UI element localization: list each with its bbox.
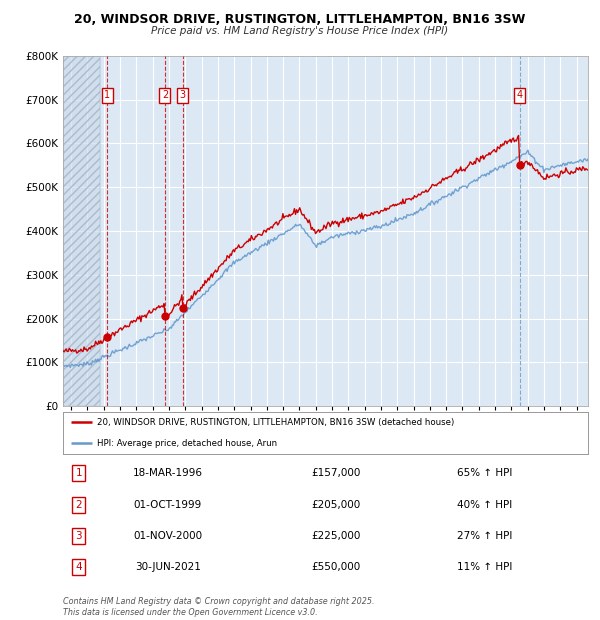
Text: £550,000: £550,000 xyxy=(311,562,361,572)
Text: HPI: Average price, detached house, Arun: HPI: Average price, detached house, Arun xyxy=(97,439,277,448)
Text: 27% ↑ HPI: 27% ↑ HPI xyxy=(457,531,512,541)
Text: 65% ↑ HPI: 65% ↑ HPI xyxy=(457,468,512,479)
Text: 01-NOV-2000: 01-NOV-2000 xyxy=(133,531,203,541)
Text: 11% ↑ HPI: 11% ↑ HPI xyxy=(457,562,512,572)
Text: 3: 3 xyxy=(76,531,82,541)
Text: 2: 2 xyxy=(162,90,168,100)
Text: 20, WINDSOR DRIVE, RUSTINGTON, LITTLEHAMPTON, BN16 3SW (detached house): 20, WINDSOR DRIVE, RUSTINGTON, LITTLEHAM… xyxy=(97,418,454,427)
Text: 20, WINDSOR DRIVE, RUSTINGTON, LITTLEHAMPTON, BN16 3SW: 20, WINDSOR DRIVE, RUSTINGTON, LITTLEHAM… xyxy=(74,13,526,26)
Text: 2: 2 xyxy=(76,500,82,510)
Text: £157,000: £157,000 xyxy=(311,468,361,479)
Text: 4: 4 xyxy=(517,90,523,100)
Text: 40% ↑ HPI: 40% ↑ HPI xyxy=(457,500,512,510)
Text: 30-JUN-2021: 30-JUN-2021 xyxy=(135,562,201,572)
Text: 18-MAR-1996: 18-MAR-1996 xyxy=(133,468,203,479)
Text: 3: 3 xyxy=(179,90,186,100)
Text: Price paid vs. HM Land Registry's House Price Index (HPI): Price paid vs. HM Land Registry's House … xyxy=(151,26,449,36)
Polygon shape xyxy=(63,56,100,406)
Text: £205,000: £205,000 xyxy=(311,500,361,510)
Text: 1: 1 xyxy=(104,90,110,100)
Text: Contains HM Land Registry data © Crown copyright and database right 2025.
This d: Contains HM Land Registry data © Crown c… xyxy=(63,598,374,617)
Text: 4: 4 xyxy=(76,562,82,572)
Text: 01-OCT-1999: 01-OCT-1999 xyxy=(134,500,202,510)
Text: 1: 1 xyxy=(76,468,82,479)
Text: £225,000: £225,000 xyxy=(311,531,361,541)
